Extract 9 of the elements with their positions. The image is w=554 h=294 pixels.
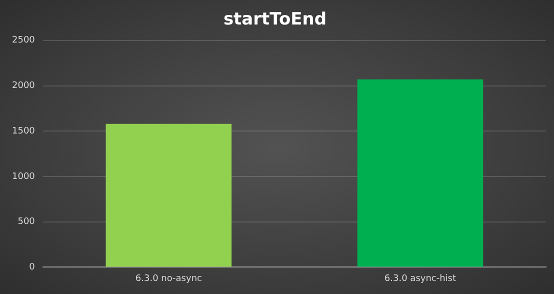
- y-tick-label: 0: [29, 262, 36, 273]
- y-tick-label: 2500: [12, 36, 36, 46]
- y-tick-label: 1500: [12, 126, 36, 136]
- x-tick-label: 6.3.0 async-hist: [384, 274, 456, 284]
- y-tick-label: 2000: [12, 81, 36, 92]
- y-tick-label: 500: [18, 217, 36, 228]
- chart-title: startToEnd: [223, 10, 327, 30]
- y-tick-label: 1000: [12, 172, 36, 182]
- x-tick-label: 6.3.0 no-async: [135, 274, 202, 284]
